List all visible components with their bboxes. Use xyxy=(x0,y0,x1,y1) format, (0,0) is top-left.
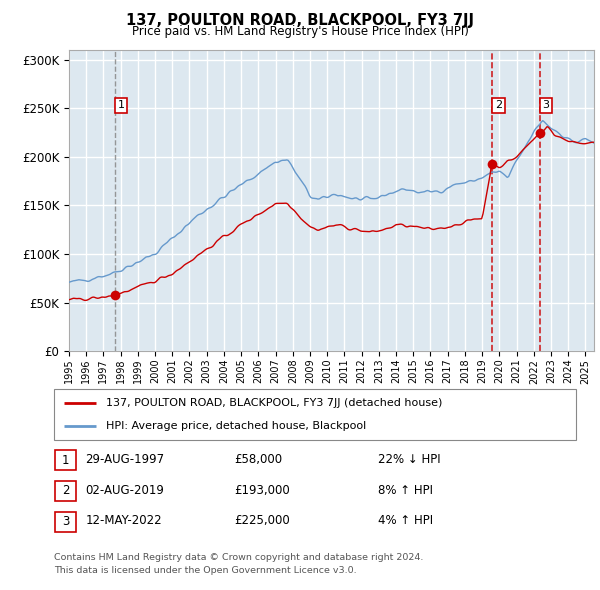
Text: 12-MAY-2022: 12-MAY-2022 xyxy=(85,514,162,527)
Text: 3: 3 xyxy=(62,515,69,528)
Text: 3: 3 xyxy=(542,100,550,110)
Text: 29-AUG-1997: 29-AUG-1997 xyxy=(85,453,164,466)
Text: Price paid vs. HM Land Registry's House Price Index (HPI): Price paid vs. HM Land Registry's House … xyxy=(131,25,469,38)
Text: 137, POULTON ROAD, BLACKPOOL, FY3 7JJ: 137, POULTON ROAD, BLACKPOOL, FY3 7JJ xyxy=(126,13,474,28)
Text: 02-AUG-2019: 02-AUG-2019 xyxy=(85,484,164,497)
Text: £225,000: £225,000 xyxy=(234,514,290,527)
Text: 2: 2 xyxy=(494,100,502,110)
Text: 8% ↑ HPI: 8% ↑ HPI xyxy=(378,484,433,497)
Text: £193,000: £193,000 xyxy=(234,484,290,497)
Text: 1: 1 xyxy=(62,454,69,467)
Text: Contains HM Land Registry data © Crown copyright and database right 2024.: Contains HM Land Registry data © Crown c… xyxy=(54,553,424,562)
Text: 4% ↑ HPI: 4% ↑ HPI xyxy=(378,514,433,527)
Text: 2: 2 xyxy=(62,484,69,497)
Text: HPI: Average price, detached house, Blackpool: HPI: Average price, detached house, Blac… xyxy=(106,421,367,431)
Text: 22% ↓ HPI: 22% ↓ HPI xyxy=(378,453,440,466)
Text: 137, POULTON ROAD, BLACKPOOL, FY3 7JJ (detached house): 137, POULTON ROAD, BLACKPOOL, FY3 7JJ (d… xyxy=(106,398,443,408)
Text: This data is licensed under the Open Government Licence v3.0.: This data is licensed under the Open Gov… xyxy=(54,566,356,575)
Text: 1: 1 xyxy=(118,100,124,110)
Text: £58,000: £58,000 xyxy=(234,453,282,466)
